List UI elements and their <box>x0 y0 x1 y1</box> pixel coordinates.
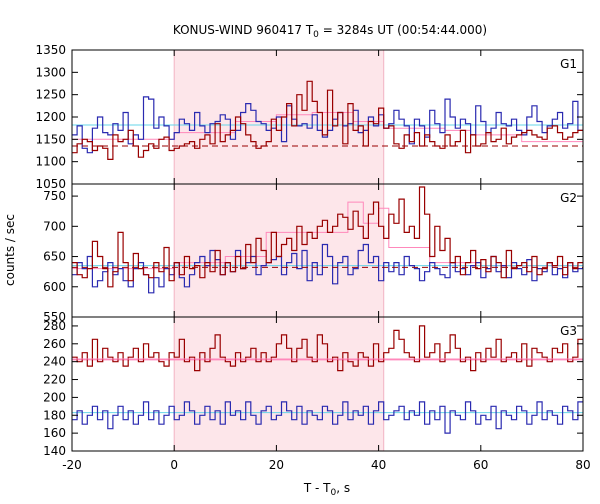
red-series-line <box>72 80 583 160</box>
title-rest: = 3284s UT (00:54:44.000) <box>319 23 487 37</box>
x-tick-label: 40 <box>371 458 386 472</box>
panel-series-group <box>72 80 583 160</box>
y-tick-label: 1100 <box>35 155 66 169</box>
x-tick-label: 20 <box>269 458 284 472</box>
y-tick-label: 160 <box>43 426 66 440</box>
highlight-interval <box>174 184 384 317</box>
y-tick-label: 200 <box>43 390 66 404</box>
panel-g2: 550 600 650 700 750 G2 <box>43 183 584 324</box>
panel-series-group <box>72 325 583 434</box>
y-tick-label: 180 <box>43 408 66 422</box>
red-series-line <box>72 325 583 372</box>
y-axis-label: counts / sec <box>3 214 17 286</box>
x-tick-label: 60 <box>473 458 488 472</box>
y-tick-label: 280 <box>43 319 66 333</box>
red-series-line <box>72 186 583 288</box>
xlabel-rest: , s <box>336 481 350 495</box>
y-tick-label: 220 <box>43 373 66 387</box>
y-tick-label: 1050 <box>35 177 66 191</box>
y-tick-label: 600 <box>43 280 66 294</box>
panel-g1: 1050 1100 1150 1200 1250 1300 1350 G1 <box>35 43 584 191</box>
y-tick-label: 700 <box>43 219 66 233</box>
x-tick-label: -20 <box>62 458 82 472</box>
highlight-interval <box>174 317 384 451</box>
blue-series-line <box>72 243 583 294</box>
y-tick-label: 1200 <box>35 110 66 124</box>
x-tick-label: 80 <box>575 458 590 472</box>
y-tick-label: 1350 <box>35 43 66 57</box>
panel-series-group <box>72 186 583 294</box>
y-tick-label: 750 <box>43 189 66 203</box>
x-axis-label: T - T0, s <box>303 481 350 498</box>
xlabel-subscript: 0 <box>331 488 337 498</box>
y-tick-label: 260 <box>43 337 66 351</box>
panel-frame <box>71 316 584 452</box>
y-tick-label: 550 <box>43 310 66 324</box>
blue-series-line <box>72 401 583 434</box>
xlabel-main: T - T <box>303 481 331 495</box>
panel-label: G3 <box>560 324 577 338</box>
title-main: KONUS-WIND 960417 T <box>173 23 314 37</box>
plot-layer: 1050110011501200125013001350G15506006507… <box>35 43 590 472</box>
y-tick-label: 1300 <box>35 65 66 79</box>
panel-label: G2 <box>560 191 577 205</box>
x-tick-label: 0 <box>170 458 178 472</box>
title-subscript: 0 <box>313 30 319 40</box>
panel-g3: 140 160 180 200 220 240 260 280 G3 <box>43 316 584 458</box>
chart-title: KONUS-WIND 960417 T0 = 3284s UT (00:54:4… <box>173 23 487 40</box>
y-tick-label: 140 <box>43 444 66 458</box>
y-tick-label: 1250 <box>35 88 66 102</box>
y-tick-label: 1150 <box>35 132 66 146</box>
y-tick-label: 240 <box>43 355 66 369</box>
y-tick-label: 650 <box>43 250 66 264</box>
panel-label: G1 <box>560 57 577 71</box>
